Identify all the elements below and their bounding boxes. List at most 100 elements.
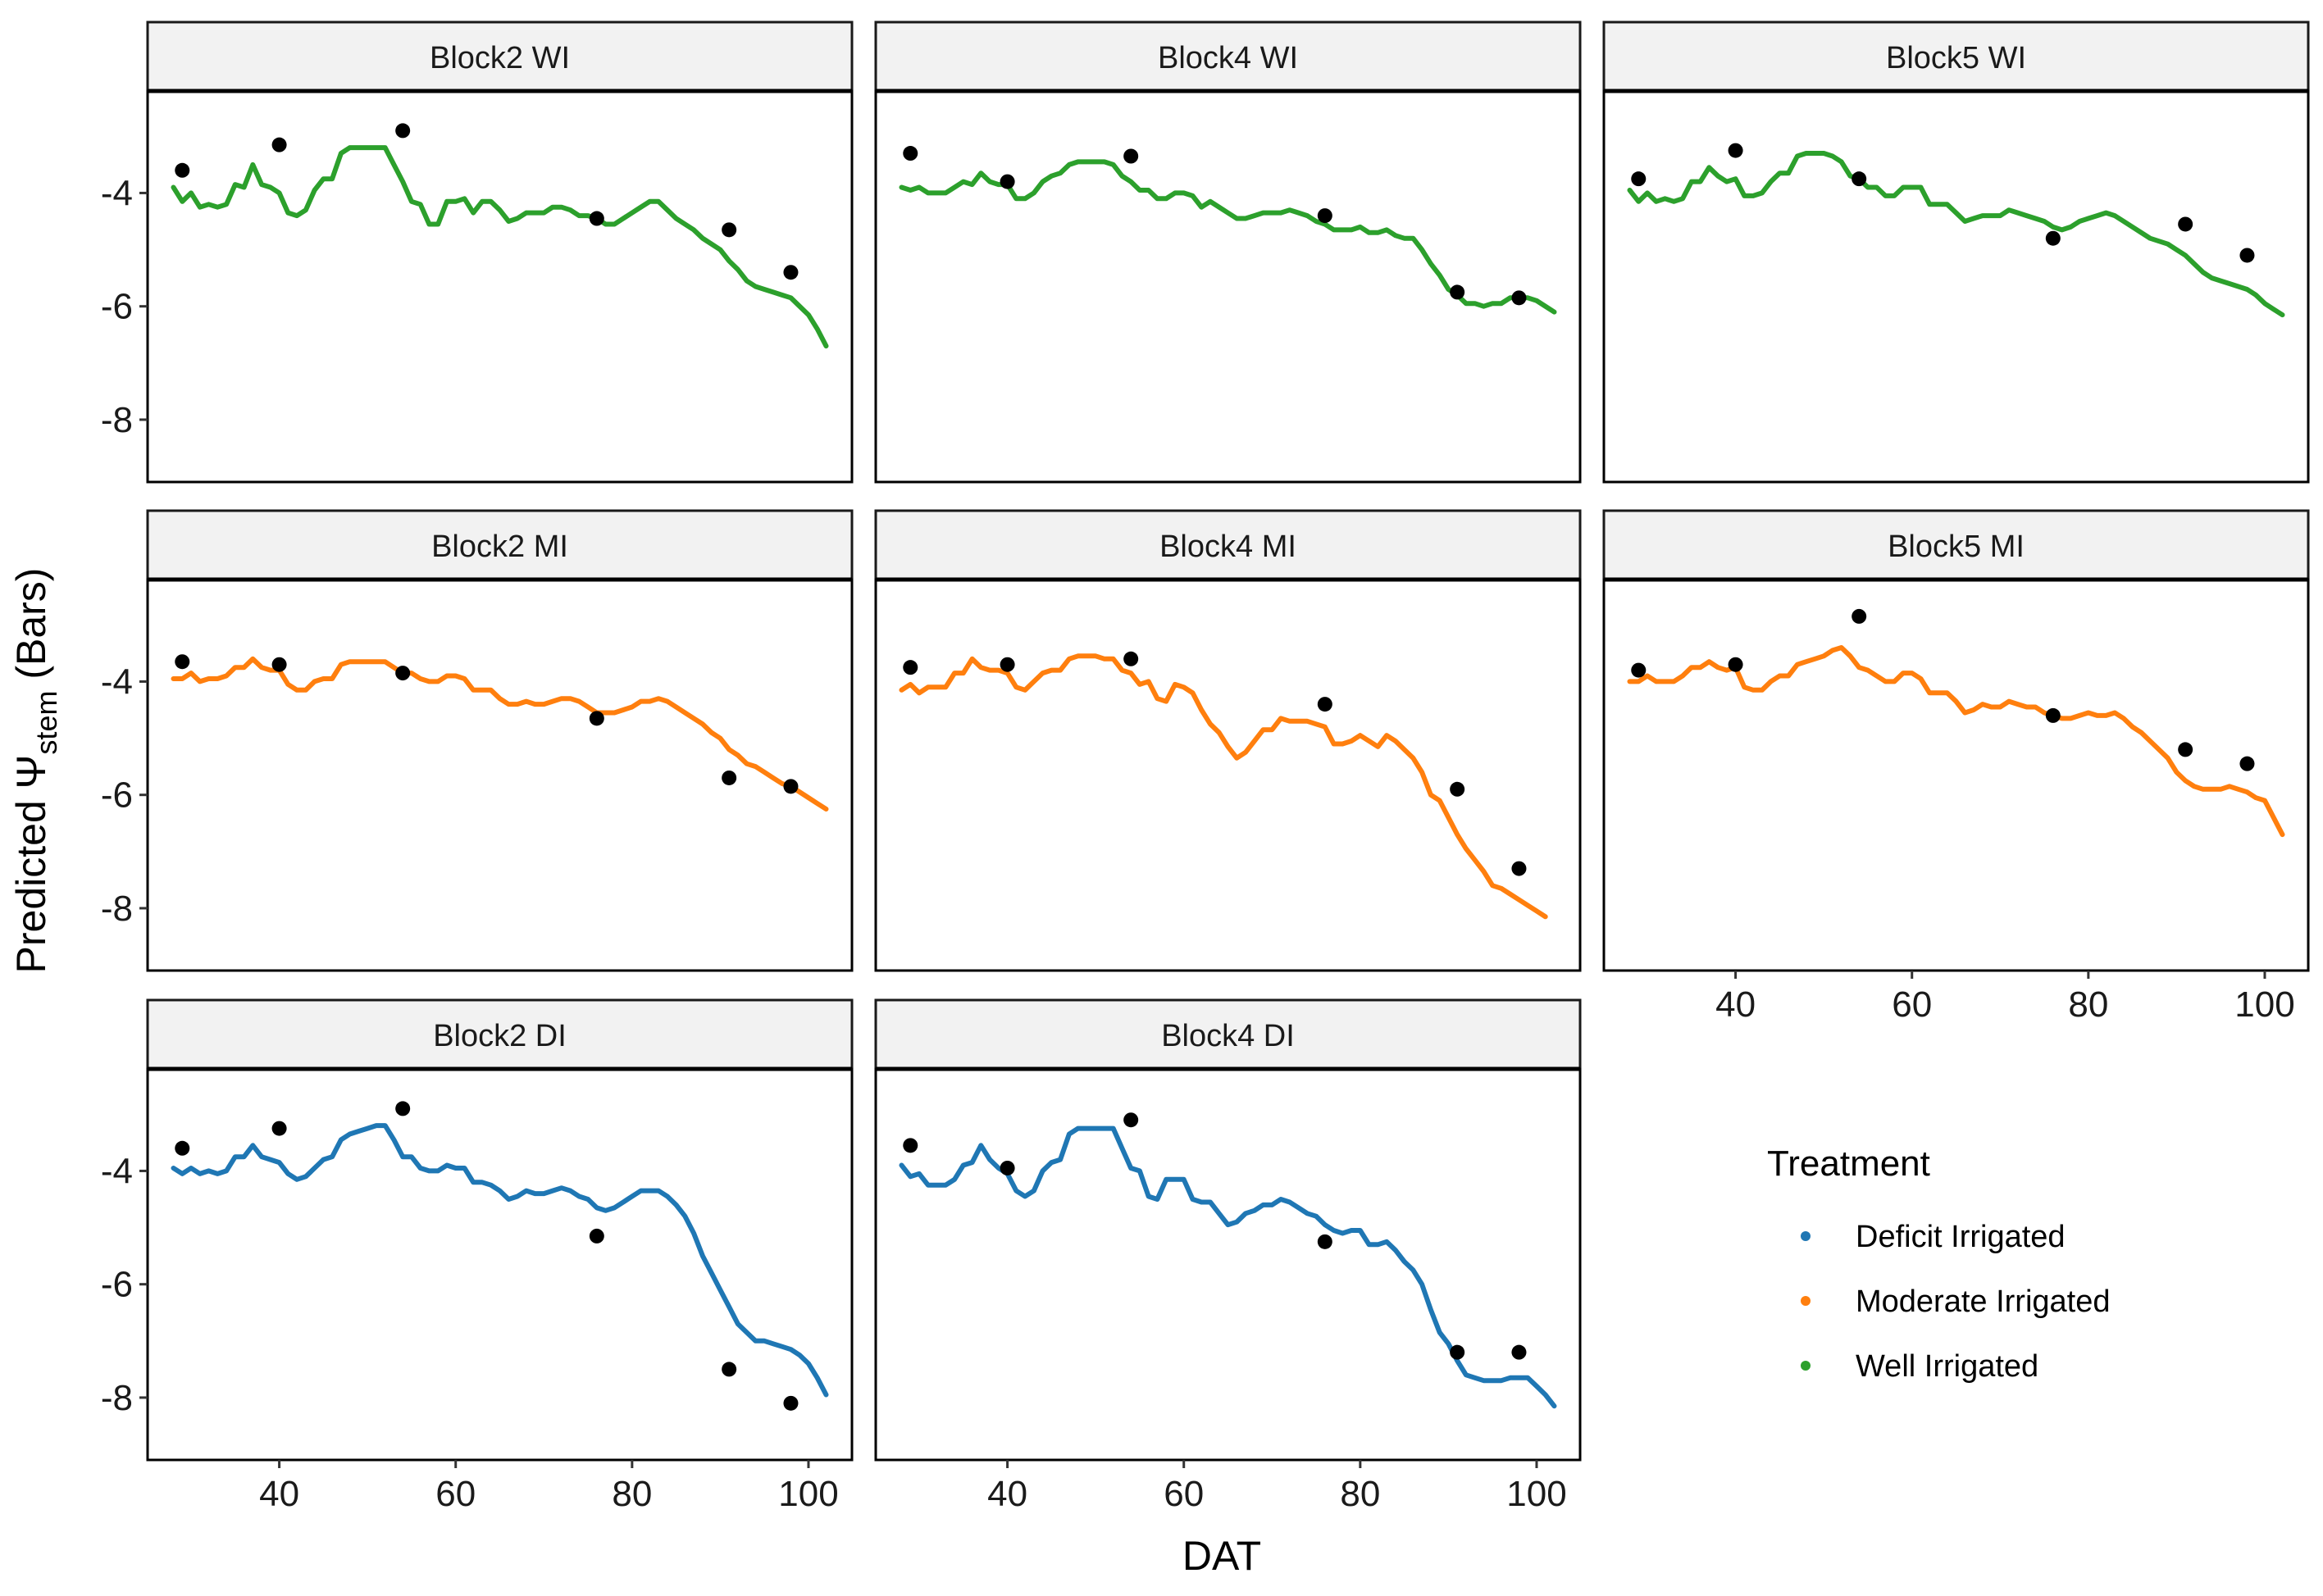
observed-point (1123, 1112, 1139, 1128)
x-tick-label: 80 (1340, 1474, 1380, 1514)
observed-point (722, 770, 737, 785)
x-axis-title: DAT (1182, 1533, 1261, 1579)
observed-point (395, 123, 411, 139)
y-tick-label: -6 (101, 287, 133, 327)
panel-block5-wi: Block5 WI (1602, 20, 2310, 484)
legend-key-moderate (1801, 1296, 1811, 1306)
observed-point (783, 779, 799, 794)
y-tick-label: -8 (101, 889, 133, 929)
panel-strip-label: Block5 MI (1888, 530, 2025, 564)
x-tick-label: 80 (612, 1474, 652, 1514)
panel-frame (874, 1067, 1582, 1462)
panel-frame (874, 89, 1582, 484)
panel-block2-mi: Block2 MI -4 -6 -8 (101, 509, 854, 972)
x-tick-label: 40 (259, 1474, 299, 1514)
y-tick-label: -6 (101, 1265, 133, 1305)
legend-key-well (1801, 1361, 1811, 1371)
observed-point (2045, 230, 2061, 246)
predicted-line-block5-wi (1627, 151, 2285, 318)
panel-strip-label: Block4 DI (1161, 1019, 1295, 1053)
panel-strip-label: Block2 WI (430, 41, 570, 75)
panel-strip-label: Block4 WI (1158, 41, 1298, 75)
observed-point (395, 1101, 411, 1116)
predicted-line-block2-wi (171, 145, 829, 349)
panel-block4-wi: Block4 WI (874, 20, 1582, 484)
observed-point (175, 654, 190, 670)
predicted-line-block4-mi (899, 653, 1548, 920)
panel-frame (146, 89, 854, 484)
observed-point (1450, 781, 1465, 797)
observed-point (1123, 148, 1139, 164)
observed-point (1450, 1344, 1465, 1360)
panel-block2-wi: Block2 WI -4 -6 -8 (101, 20, 854, 484)
observed-point (1511, 290, 1527, 306)
predicted-line-block2-di (171, 1123, 829, 1398)
y-axis-title: Predicted Ψstem (Bars) (8, 568, 63, 974)
observed-point (783, 1395, 799, 1411)
panel-strip (146, 509, 854, 581)
panel-frame (874, 578, 1582, 972)
panel-strip-label: Block5 WI (1886, 41, 2026, 75)
y-tick-label: -4 (101, 662, 133, 702)
y-tick-label: -4 (101, 173, 133, 213)
observed-point (1852, 171, 1867, 187)
observed-point (589, 1228, 604, 1244)
legend-label-well: Well Irrigated (1856, 1349, 2038, 1384)
panel-strip (146, 20, 854, 93)
x-tick-label: 40 (987, 1474, 1027, 1514)
x-tick-label: 40 (1715, 984, 1756, 1025)
panel-block5-mi: Block5 MI 40 60 80 100 (1602, 509, 2310, 1025)
svg-text:Predicted Ψstem (Bars): Predicted Ψstem (Bars) (8, 568, 63, 974)
panel-block4-mi: Block4 MI (874, 509, 1582, 972)
x-tick-label: 60 (435, 1474, 476, 1514)
panel-strip (146, 998, 854, 1071)
observed-point (783, 265, 799, 280)
y-tick-label: -8 (101, 400, 133, 440)
observed-point (1123, 651, 1139, 666)
observed-point (1511, 861, 1527, 876)
y-axis-title-subscript: stem (30, 691, 63, 755)
observed-point (1000, 174, 1015, 189)
y-tick-label: -4 (101, 1151, 133, 1191)
legend-key-deficit (1801, 1231, 1811, 1241)
panel-frame (1602, 578, 2310, 972)
predicted-line-block4-di (899, 1125, 1557, 1409)
predicted-line-block2-mi (171, 656, 829, 812)
legend-title: Treatment (1767, 1144, 1930, 1184)
y-tick-label: -6 (101, 775, 133, 816)
panel-strip (1602, 509, 2310, 581)
predicted-line-block4-wi (899, 159, 1557, 315)
observed-point (1631, 171, 1647, 187)
observed-point (1317, 697, 1332, 712)
x-tick-label: 100 (1506, 1474, 1566, 1514)
observed-point (271, 1121, 287, 1136)
x-tick-label: 100 (2234, 984, 2294, 1025)
panel-block2-di: Block2 DI -4 -6 -8 40 60 80 100 (101, 998, 854, 1514)
observed-point (175, 162, 190, 178)
observed-point (271, 657, 287, 672)
observed-point (589, 711, 604, 726)
observed-point (175, 1140, 190, 1156)
observed-point (1317, 208, 1332, 224)
observed-point (1450, 284, 1465, 300)
panel-strip (874, 20, 1582, 93)
panel-strip (874, 509, 1582, 581)
observed-point (271, 137, 287, 152)
observed-point (1511, 1344, 1527, 1360)
panel-strip-label: Block4 MI (1159, 530, 1296, 564)
panel-frame (1602, 89, 2310, 484)
observed-point (1631, 662, 1647, 678)
legend-label-moderate: Moderate Irrigated (1856, 1285, 2111, 1319)
panel-strip-label: Block2 DI (433, 1019, 567, 1053)
legend-item-moderate: Moderate Irrigated (1801, 1285, 2111, 1319)
panel-strip (874, 998, 1582, 1071)
observed-point (2178, 742, 2193, 757)
panel-strip (1602, 20, 2310, 93)
observed-point (1000, 1160, 1015, 1175)
panels-layer: Block2 WI -4 -6 -8 Block4 WI Block5 WI Block2 … (101, 20, 2310, 1514)
observed-point (1852, 608, 1867, 624)
x-tick-label: 60 (1892, 984, 1932, 1025)
observed-point (2239, 248, 2255, 263)
panel-block4-di: Block4 DI 40 60 80 100 (874, 998, 1582, 1514)
